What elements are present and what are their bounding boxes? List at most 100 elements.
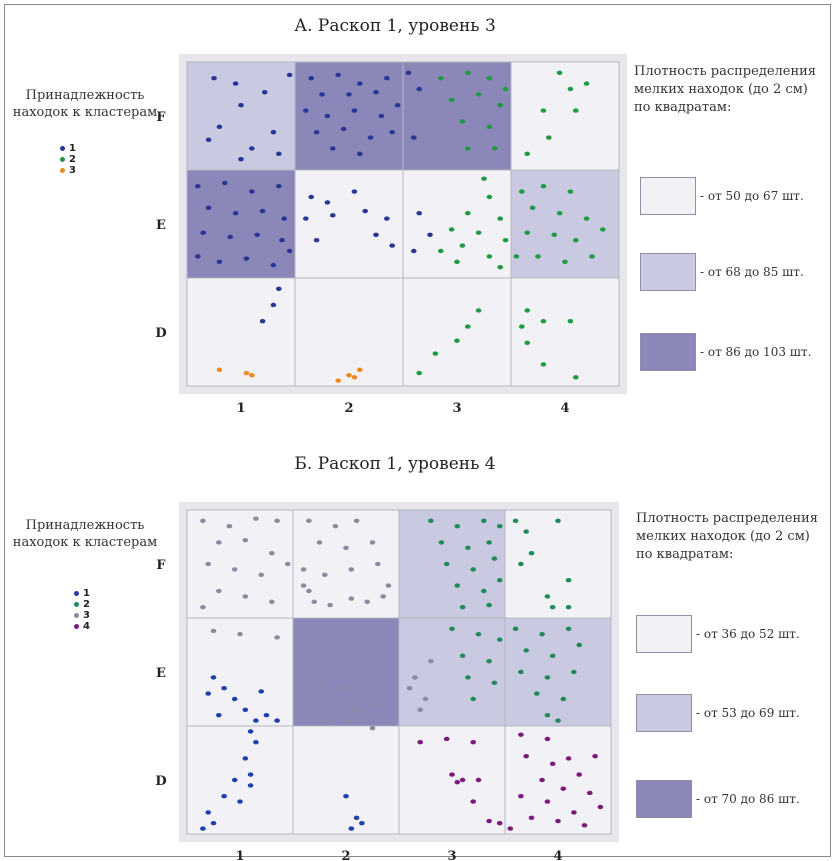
cluster-1-point — [384, 76, 390, 81]
cluster-2-point — [556, 211, 563, 216]
cluster-2-point — [481, 588, 487, 594]
cluster-3-point — [343, 686, 349, 691]
cluster-1-point — [249, 189, 255, 194]
cluster-3-point — [300, 567, 307, 572]
col-label: 4 — [553, 849, 562, 861]
cluster-3-point — [348, 596, 355, 601]
cluster-2-point — [491, 556, 498, 561]
cluster-2-point — [448, 97, 455, 103]
cluster-3-point — [412, 675, 418, 680]
cluster-1-point — [270, 262, 277, 268]
cluster-1-point — [200, 826, 206, 831]
cluster-1-point — [254, 232, 260, 237]
cluster-1-point — [340, 126, 347, 132]
cluster-legend-item: 4 — [74, 621, 90, 632]
cluster-4-point — [518, 794, 524, 799]
cluster-2-point — [549, 605, 556, 610]
cluster-1-point — [303, 216, 309, 221]
cluster-3-point — [346, 373, 352, 378]
chart-title: Б. Раскоп 1, уровень 4 — [294, 454, 496, 474]
cluster-2-point — [544, 594, 551, 599]
cluster-4-point — [587, 790, 593, 796]
scatter-grid-a: F E D 1 2 3 4 — [155, 54, 627, 416]
cluster-2-point — [486, 76, 493, 81]
cluster-1-point — [405, 70, 412, 76]
cluster-2-point — [475, 632, 482, 637]
density-legend-label: - от 68 до 85 шт. — [700, 265, 804, 279]
cluster-4-point — [459, 777, 466, 783]
row-label: D — [155, 774, 166, 789]
density-legend-label: - от 70 до 86 шт. — [696, 792, 800, 806]
cluster-1-point — [343, 794, 349, 799]
cluster-2-point — [544, 713, 551, 718]
cluster-2-point — [519, 189, 525, 194]
cluster-2-point — [551, 232, 557, 237]
cluster-1-point — [195, 184, 201, 189]
cluster-1-point — [263, 713, 270, 718]
cluster-1-point — [247, 783, 254, 788]
cluster-3-point — [369, 725, 376, 731]
cluster-1-point — [221, 794, 227, 799]
cluster-legend-item: 1 — [74, 588, 90, 599]
cluster-3-point — [327, 718, 333, 723]
cluster-2-point — [470, 567, 477, 572]
cluster-1-point — [247, 772, 254, 777]
chart-title: А. Раскоп 1, уровень 3 — [294, 16, 496, 36]
cluster-2-point — [448, 227, 455, 232]
cluster-1-point — [242, 707, 249, 712]
cluster-1-point — [308, 76, 315, 81]
cluster-2-point — [486, 602, 492, 608]
cluster-3-point — [274, 518, 280, 523]
cluster-3-point — [364, 599, 371, 604]
cluster-3-point — [284, 561, 291, 567]
density-cell — [398, 509, 506, 619]
density-cell — [510, 61, 620, 171]
cluster-2-point — [519, 324, 525, 329]
cluster-1-point — [253, 740, 259, 745]
cluster-swatch — [60, 168, 65, 173]
cluster-4-point — [449, 772, 455, 777]
cluster-2-point — [518, 561, 524, 567]
cluster-3-point — [306, 518, 312, 523]
cluster-legend: 1 2 3 — [60, 143, 76, 176]
cluster-2-point — [481, 176, 487, 181]
cluster-1-point — [389, 243, 396, 248]
cluster-1-point — [276, 286, 282, 291]
cluster-swatch — [74, 624, 79, 629]
cluster-1-point — [216, 259, 223, 264]
cluster-1-point — [357, 81, 363, 86]
cluster-1-point — [205, 691, 211, 696]
density-cell — [292, 509, 400, 619]
cluster-2-point — [459, 653, 466, 658]
cluster-1-point — [221, 686, 227, 691]
cluster-4-point — [560, 786, 567, 791]
cluster-2-point — [524, 230, 530, 235]
cluster-1-point — [411, 135, 417, 140]
cluster-1-point — [313, 238, 320, 243]
cluster-4-point — [417, 740, 424, 745]
cluster-2-point — [496, 578, 503, 583]
cluster-2-point — [496, 524, 503, 529]
cluster-3-point — [231, 567, 238, 572]
cluster-swatch — [74, 602, 79, 607]
cluster-2-point — [459, 605, 466, 610]
cluster-3-point — [348, 567, 355, 572]
density-cell — [292, 617, 400, 727]
col-label: 3 — [452, 401, 461, 416]
density-legend-item: - от 50 до 67 шт. — [640, 177, 804, 215]
panel-a: А. Раскоп 1, уровень 3 Принадлежность на… — [13, 16, 816, 416]
cluster-2-point — [454, 524, 461, 529]
cluster-2-point — [555, 718, 561, 723]
cluster-2-point — [486, 540, 492, 545]
cluster-2-point — [449, 626, 455, 631]
cluster-1-point — [243, 256, 250, 261]
cluster-swatch — [60, 157, 65, 162]
cluster-3-point — [364, 675, 371, 680]
cluster-2-point — [465, 545, 471, 550]
cluster-2-point — [491, 680, 498, 685]
cluster-4-point — [539, 777, 545, 783]
cluster-3-point — [428, 659, 434, 664]
cluster-2-point — [497, 103, 504, 108]
row-label: D — [155, 326, 166, 341]
cluster-2-point — [544, 675, 551, 680]
